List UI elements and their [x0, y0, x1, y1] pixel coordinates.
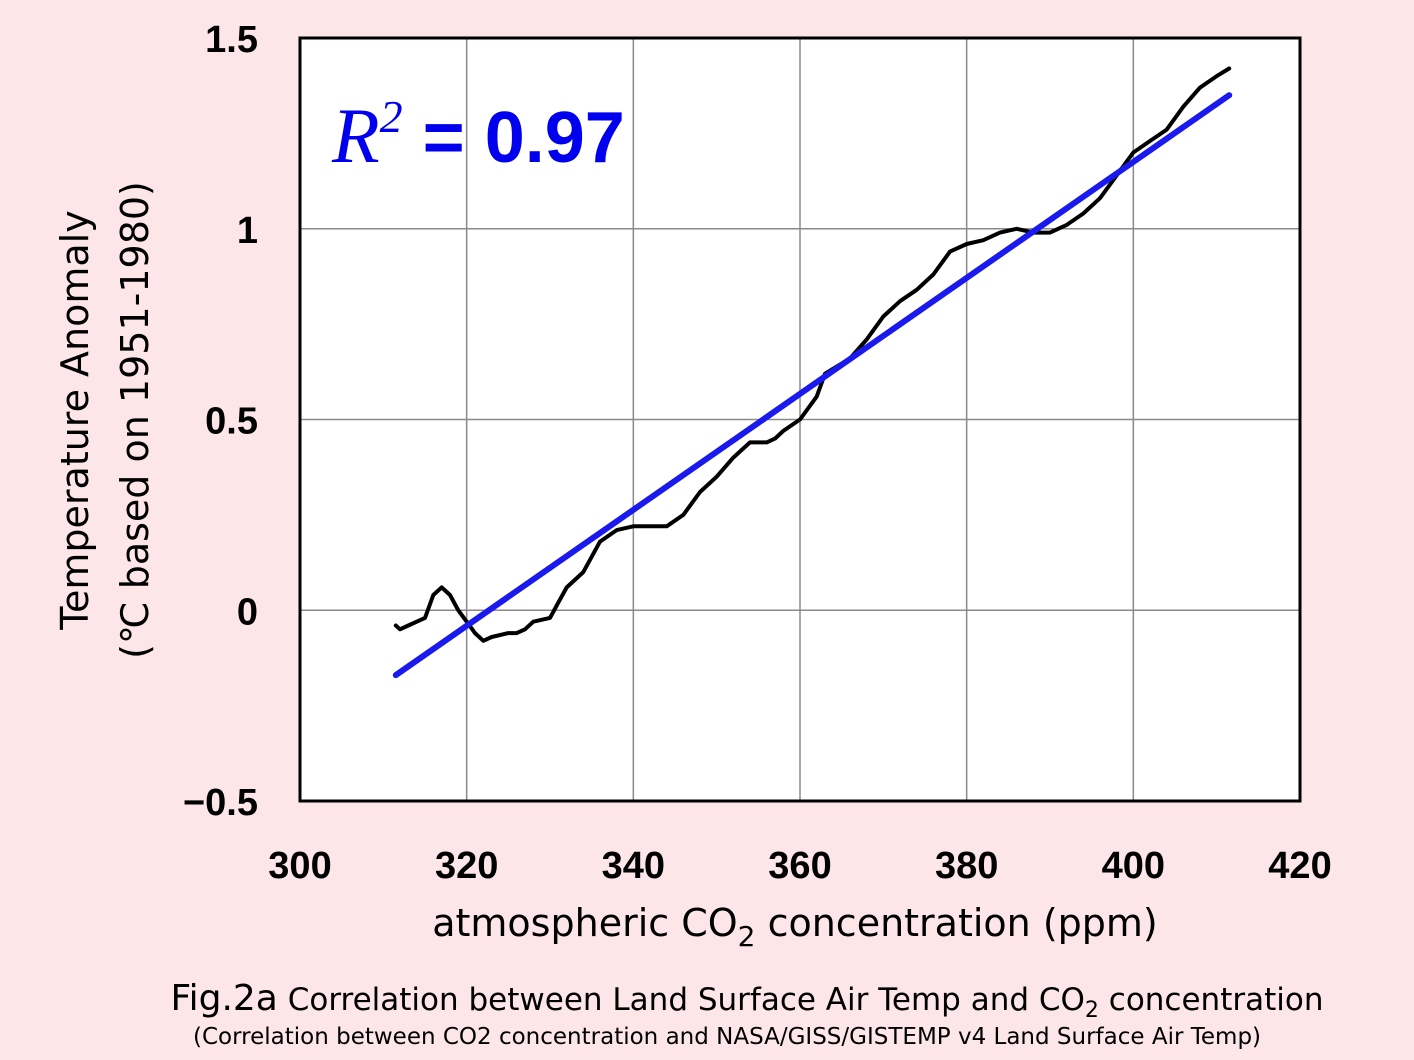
x-tick-label: 420: [1268, 845, 1331, 887]
regression-line: [392, 92, 1233, 679]
y-axis-title-line2: (℃ based on 1951-1980): [113, 181, 157, 659]
y-tick-labels: −0.5 0 0.5 1 1.5: [183, 19, 258, 824]
caption-text-suffix: concentration: [1098, 982, 1324, 1018]
y-tick-label: 1.5: [205, 19, 258, 61]
y-axis-title-line1: Temperature Anomaly: [53, 210, 97, 630]
r2-symbol: R: [331, 92, 380, 179]
x-tick-label: 380: [935, 845, 998, 887]
x-axis-title: atmospheric CO2 concentration (ppm): [432, 901, 1158, 953]
plot-border: [298, 36, 1302, 803]
x-tick-label: 400: [1102, 845, 1165, 887]
r2-annotation: R2 = 0.97: [331, 91, 625, 179]
x-tick-label: 340: [602, 845, 665, 887]
series-layer: [392, 66, 1233, 679]
y-axis-title: Temperature Anomaly (℃ based on 1951-198…: [53, 181, 157, 659]
y-tick-label: 1: [237, 210, 258, 252]
figure-label: Fig.2a: [170, 978, 278, 1019]
figure-subcaption: (Correlation between CO2 concentration a…: [192, 1024, 1262, 1050]
y-tick-label: −0.5: [183, 782, 258, 824]
temperature-series-line: [393, 66, 1232, 643]
figure-caption: Fig.2a Correlation between Land Surface …: [40, 978, 1414, 1023]
y-tick-label: 0: [237, 591, 258, 633]
caption-text-prefix: Correlation between Land Surface Air Tem…: [277, 982, 1085, 1018]
chart: 300 320 340 360 380 400 420 −0.5 0 0.5 1 1.5 R2 = …: [53, 19, 1332, 953]
caption-subscript: 2: [1084, 998, 1099, 1024]
y-tick-label: 0.5: [205, 401, 258, 443]
x-tick-label: 320: [435, 845, 498, 887]
x-tick-label: 360: [768, 845, 831, 887]
x-tick-labels: 300 320 340 360 380 400 420: [268, 845, 1331, 887]
x-tick-label: 300: [268, 845, 331, 887]
r2-exponent: 2: [380, 91, 403, 142]
r2-value: = 0.97: [403, 98, 625, 178]
